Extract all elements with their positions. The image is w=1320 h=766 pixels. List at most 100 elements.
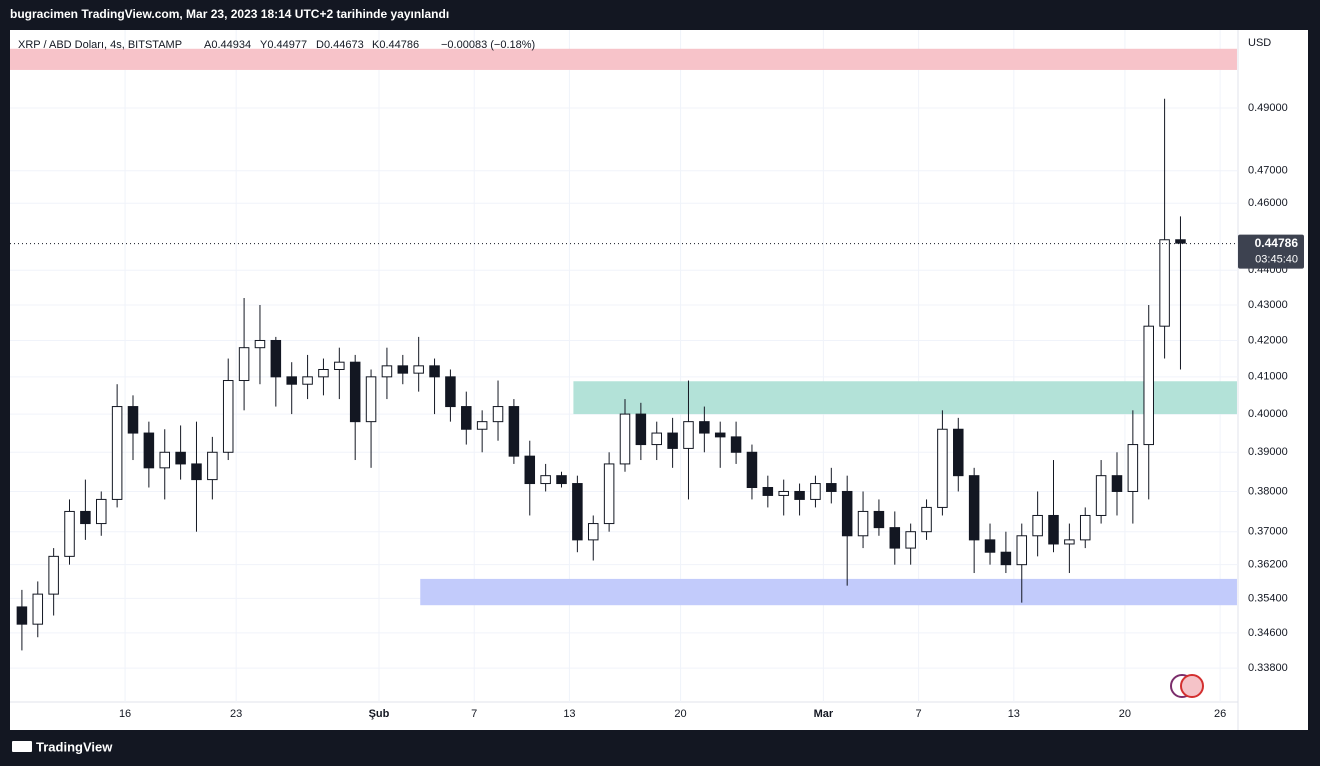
high: Y0.44977 xyxy=(260,39,307,51)
candle-body xyxy=(540,475,551,485)
y-tick-label: 0.33800 xyxy=(1248,662,1288,674)
logo-icon xyxy=(12,741,32,752)
y-tick-label: 0.39000 xyxy=(1248,446,1288,458)
last-price-label: 0.44786 xyxy=(1255,236,1299,250)
brand: TradingView xyxy=(36,739,113,754)
candle-body xyxy=(476,421,488,430)
candle-body xyxy=(635,413,647,446)
chart-panel xyxy=(10,30,1308,730)
candle-body xyxy=(143,432,155,469)
candle-body xyxy=(238,347,250,382)
candle-body xyxy=(413,365,424,374)
candle-body xyxy=(1127,444,1139,492)
candle-body xyxy=(1111,475,1123,492)
x-tick-label: 7 xyxy=(916,708,922,720)
candle-body xyxy=(810,483,821,500)
candle-body xyxy=(445,376,456,408)
candle-body xyxy=(16,606,28,625)
candle-body xyxy=(873,510,885,529)
y-tick-label: 0.49000 xyxy=(1248,102,1288,114)
candle-body xyxy=(587,523,599,541)
x-tick-label: 13 xyxy=(1008,708,1020,720)
candle-body xyxy=(556,475,567,485)
candle-body xyxy=(905,531,916,549)
x-tick-label: Şub xyxy=(369,708,390,720)
zone xyxy=(10,48,1237,70)
candle-body xyxy=(841,490,853,537)
watermark xyxy=(1170,674,1204,698)
y-tick-label: 0.42000 xyxy=(1248,334,1288,346)
candle-body xyxy=(1032,514,1043,537)
y-tick-label: 0.41000 xyxy=(1248,371,1288,383)
candle-body xyxy=(1159,239,1170,327)
y-tick-label: 0.38000 xyxy=(1248,485,1288,497)
candle-body xyxy=(492,406,504,423)
candle-body xyxy=(921,506,932,533)
currency: USD xyxy=(1248,37,1271,49)
candle-body xyxy=(572,483,583,541)
candle-body xyxy=(953,428,964,477)
y-tick-label: 0.43000 xyxy=(1248,299,1288,311)
candle-body xyxy=(349,361,361,423)
candle-body xyxy=(683,421,694,449)
candle-body xyxy=(381,365,393,378)
y-tick-label: 0.40000 xyxy=(1248,408,1288,420)
candle-body xyxy=(1175,239,1186,244)
candle-body xyxy=(1095,475,1107,516)
countdown: 03:45:40 xyxy=(1255,254,1298,266)
y-tick-label: 0.47000 xyxy=(1248,165,1288,177)
candle-body xyxy=(286,376,297,385)
candle-body xyxy=(826,483,837,492)
x-tick-label: 7 xyxy=(471,708,477,720)
x-tick-label: 23 xyxy=(230,708,242,720)
candle-body xyxy=(270,339,282,378)
candle-body xyxy=(1000,551,1012,566)
plot xyxy=(10,30,1238,702)
publisher: bugracimen TradingView.com, Mar 23, 2023… xyxy=(10,7,449,21)
x-tick-label: 20 xyxy=(1119,708,1131,720)
candle-body xyxy=(1064,539,1075,545)
candle-body xyxy=(937,428,948,508)
candle-body xyxy=(1016,535,1028,566)
candle-body xyxy=(175,451,186,465)
candle-body xyxy=(80,510,91,525)
y-tick-label: 0.46000 xyxy=(1248,197,1288,209)
candle-body xyxy=(191,463,202,481)
candle-body xyxy=(508,406,520,457)
change: −0.00083 (−0.18%) xyxy=(441,39,535,51)
x-tick-label: Mar xyxy=(814,708,834,720)
candle-body xyxy=(111,406,123,500)
candle-body xyxy=(603,463,615,525)
candle-body xyxy=(730,436,742,453)
candle-body xyxy=(318,368,329,378)
candle-body xyxy=(667,432,678,449)
x-tick-label: 16 xyxy=(119,708,131,720)
candle-body xyxy=(397,365,409,374)
y-tick-label: 0.35400 xyxy=(1248,592,1288,604)
zone xyxy=(573,381,1237,415)
candle-body xyxy=(334,361,345,370)
candle-body xyxy=(1143,325,1154,446)
candle-body xyxy=(207,451,218,481)
candle-body xyxy=(984,539,996,553)
candle-body xyxy=(619,413,631,465)
y-tick-label: 0.37000 xyxy=(1248,526,1288,538)
close: K0.44786 xyxy=(372,39,419,51)
candle-body xyxy=(127,406,139,434)
watermark-flag xyxy=(1180,674,1204,698)
x-tick-label: 13 xyxy=(563,708,575,720)
candle-body xyxy=(1048,514,1059,545)
candle-body xyxy=(64,510,75,557)
candle-body xyxy=(889,527,901,549)
candle-body xyxy=(714,432,726,438)
candle-body xyxy=(222,380,234,453)
low: D0.44673 xyxy=(316,39,364,51)
candle-body xyxy=(794,490,805,500)
candle-body xyxy=(762,486,774,496)
y-tick-label: 0.36200 xyxy=(1248,559,1288,571)
last-price-box xyxy=(1238,234,1304,269)
candle-body xyxy=(429,365,440,378)
candle-body xyxy=(968,475,980,541)
